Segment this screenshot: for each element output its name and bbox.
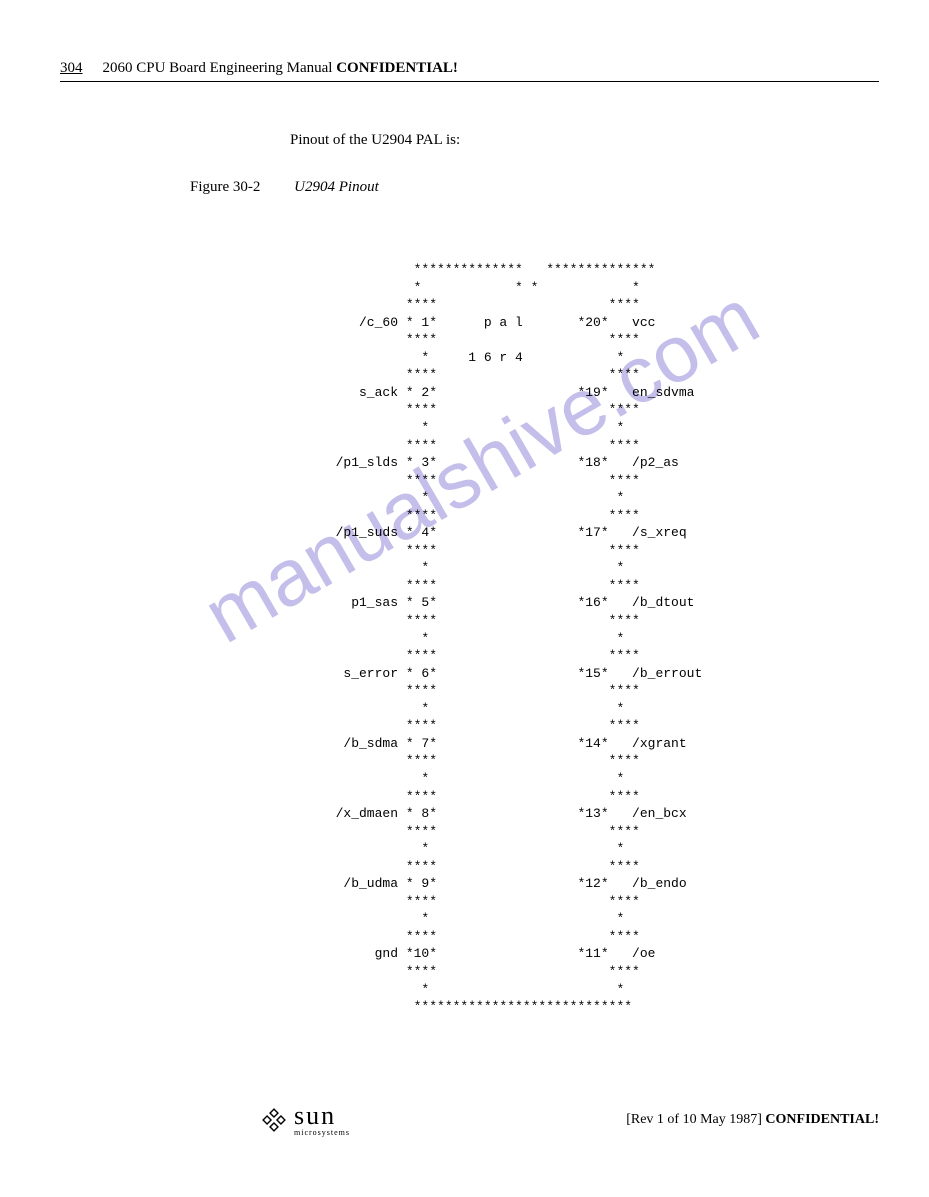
page-footer: sun microsystems [Rev 1 of 10 May 1987] … [60, 1103, 879, 1137]
header-title: 2060 CPU Board Engineering Manual CONFID… [103, 60, 458, 77]
logo-text: sun microsystems [294, 1103, 350, 1137]
page-number: 304 [60, 60, 83, 77]
diagram-ascii: ************** ************** * * * * **… [320, 261, 879, 1016]
page-container: 304 2060 CPU Board Engineering Manual CO… [0, 0, 929, 1197]
logo-main: sun [294, 1103, 350, 1129]
page-header: 304 2060 CPU Board Engineering Manual CO… [60, 60, 879, 82]
logo-sub: microsystems [294, 1129, 350, 1137]
logo-area: sun microsystems [260, 1103, 350, 1137]
footer-rev-bold: CONFIDENTIAL! [765, 1112, 879, 1127]
figure-label: Figure 30-2 [190, 179, 260, 195]
intro-text: Pinout of the U2904 PAL is: [290, 132, 879, 149]
sun-logo-icon [260, 1106, 288, 1134]
figure-title: U2904 Pinout [294, 179, 379, 195]
header-title-prefix: 2060 CPU Board Engineering Manual [103, 60, 337, 76]
footer-rev-text: [Rev 1 of 10 May 1987] [626, 1112, 765, 1127]
footer-revision: [Rev 1 of 10 May 1987] CONFIDENTIAL! [626, 1112, 879, 1128]
pinout-diagram: ************** ************** * * * * **… [320, 226, 879, 1051]
figure-caption: Figure 30-2 U2904 Pinout [190, 179, 879, 196]
header-title-bold: CONFIDENTIAL! [336, 60, 458, 76]
